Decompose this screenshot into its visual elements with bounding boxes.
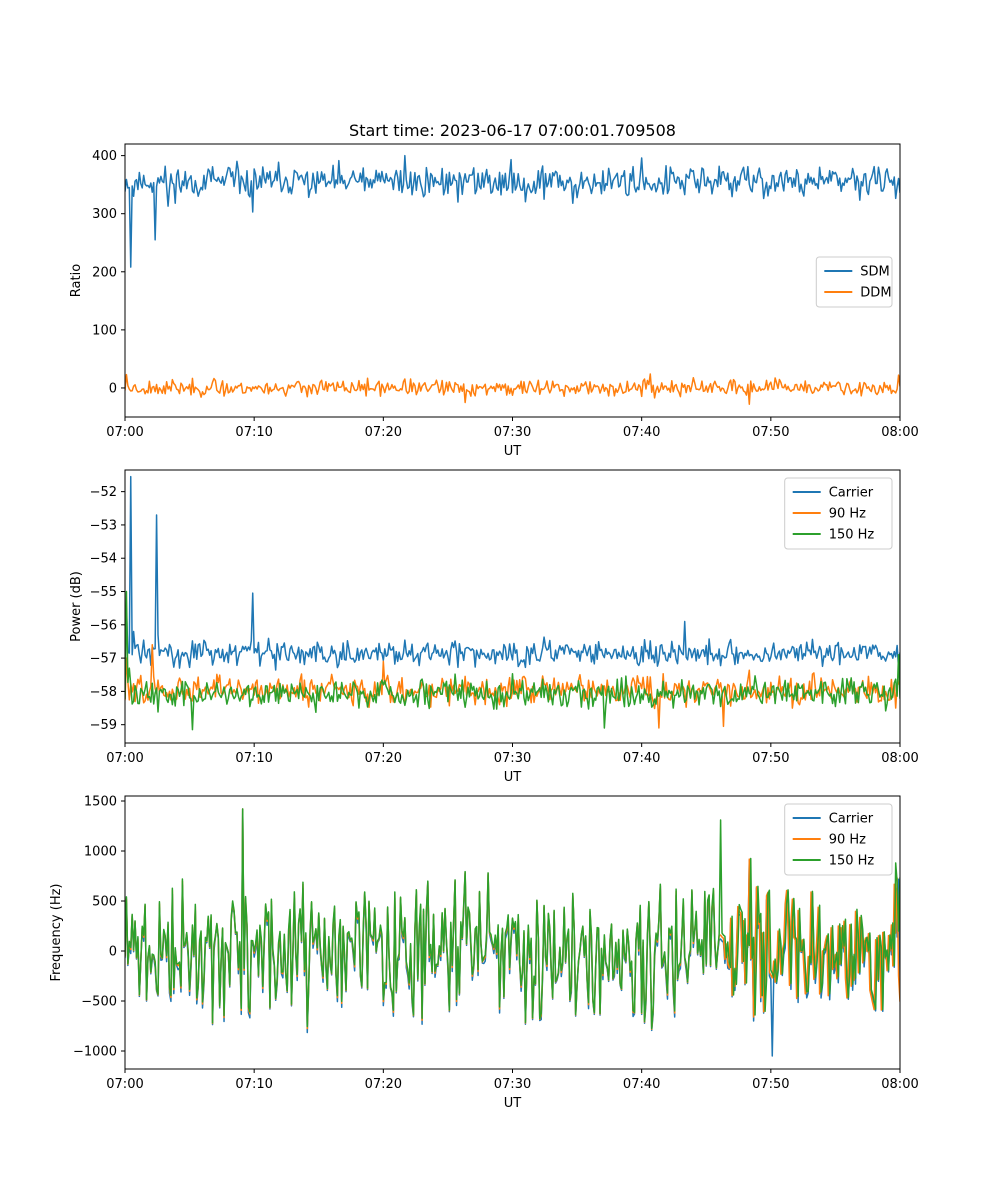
x-tick-label: 07:30 <box>494 1077 531 1092</box>
panels: 07:00 07:10 07:20 07:30 07:40 07:50 08:00 0 100 2… <box>49 143 919 1112</box>
y-tick-label: −52 <box>90 485 117 500</box>
x-tick-label: 07:50 <box>752 1077 789 1092</box>
y-tick-label: 400 <box>92 149 117 164</box>
x-tick-label: 08:00 <box>881 751 918 766</box>
y-tick-label: 300 <box>92 207 117 222</box>
chart-panel-1: 07:00 07:10 07:20 07:30 07:40 07:50 08:00 0 100 2… <box>69 143 919 459</box>
x-tick-label: 07:40 <box>623 1077 660 1092</box>
x-tick-label: 08:00 <box>881 1077 918 1092</box>
y-tick-label: −56 <box>90 618 117 633</box>
x-tick-label: 07:00 <box>106 1077 143 1092</box>
x-tick-label: 08:00 <box>881 425 918 440</box>
x-axis-label: UT <box>504 444 522 459</box>
legend-label: 90 Hz <box>829 833 866 848</box>
legend-box <box>815 256 893 308</box>
legend-label: SDM <box>860 265 889 280</box>
y-tick-label: −54 <box>90 552 117 567</box>
y-tick-label: 100 <box>92 323 117 338</box>
y-tick-label: −58 <box>90 685 117 700</box>
y-tick-label: −500 <box>81 995 117 1010</box>
x-axis-label: UT <box>504 770 522 785</box>
series-line-ddm <box>125 373 900 405</box>
y-tick-label: −55 <box>90 585 117 600</box>
y-axis-label: Frequency (Hz) <box>49 883 64 981</box>
x-tick-label: 07:40 <box>623 425 660 440</box>
series-line-150-hz <box>125 590 900 731</box>
legend-label: 150 Hz <box>829 528 875 543</box>
legend: Carrier 90 Hz 150 Hz <box>784 477 893 550</box>
figure-title: Start time: 2023-06-17 07:00:01.709508 <box>349 121 676 140</box>
x-tick-label: 07:10 <box>235 1077 272 1092</box>
legend-label: Carrier <box>829 486 874 501</box>
y-axis-label: Power (dB) <box>69 571 84 642</box>
legend: SDM DDM <box>815 256 893 308</box>
y-tick-label: 0 <box>109 381 117 396</box>
x-tick-label: 07:20 <box>365 751 402 766</box>
x-axis-label: UT <box>504 1096 522 1111</box>
legend-label: 150 Hz <box>829 854 875 869</box>
series-line-sdm <box>125 154 900 268</box>
y-tick-label: −59 <box>90 718 117 733</box>
chart-panel-3: 07:00 07:10 07:20 07:30 07:40 07:50 08:00 1500 1… <box>49 795 919 1112</box>
y-tick-label: 500 <box>92 895 117 910</box>
y-tick-label: 1000 <box>84 845 117 860</box>
x-tick-label: 07:20 <box>365 1077 402 1092</box>
chart-panel-2: 07:00 07:10 07:20 07:30 07:40 07:50 08:00 −52 −5… <box>69 469 919 785</box>
y-tick-label: −1000 <box>73 1045 117 1060</box>
y-tick-label: −57 <box>90 652 117 667</box>
series-line-150-hz <box>125 808 900 1030</box>
x-tick-label: 07:00 <box>106 751 143 766</box>
y-axis-label: Ratio <box>69 264 84 297</box>
x-tick-label: 07:40 <box>623 751 660 766</box>
x-tick-label: 07:10 <box>235 425 272 440</box>
legend-box <box>784 477 893 550</box>
x-tick-label: 07:50 <box>752 751 789 766</box>
y-tick-label: 200 <box>92 265 117 280</box>
y-tick-label: 1500 <box>84 795 117 810</box>
x-tick-label: 07:10 <box>235 751 272 766</box>
legend-box <box>784 803 893 876</box>
legend: Carrier 90 Hz 150 Hz <box>784 803 893 876</box>
legend-label: DDM <box>860 286 891 301</box>
legend-label: 90 Hz <box>829 507 866 522</box>
x-tick-label: 07:30 <box>494 425 531 440</box>
series-line-90-hz <box>125 644 900 729</box>
y-tick-label: −53 <box>90 518 117 533</box>
x-tick-label: 07:50 <box>752 425 789 440</box>
legend-label: Carrier <box>829 812 874 827</box>
x-tick-label: 07:20 <box>365 425 402 440</box>
x-tick-label: 07:30 <box>494 751 531 766</box>
y-tick-label: 0 <box>109 945 117 960</box>
series-line-carrier <box>125 475 900 671</box>
x-tick-label: 07:00 <box>106 425 143 440</box>
